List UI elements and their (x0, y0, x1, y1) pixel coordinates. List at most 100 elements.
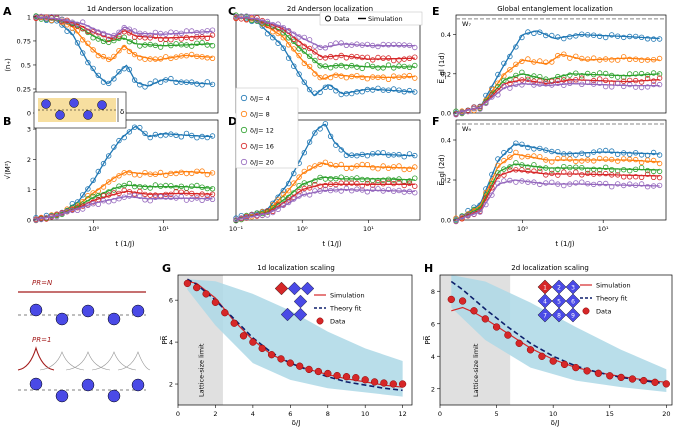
data-point-0 (199, 133, 205, 140)
data-point-0 (322, 84, 329, 90)
data-point-0 (380, 87, 386, 93)
data-point-2 (168, 42, 174, 49)
y-tick-label: 2 (169, 381, 173, 389)
data-point-0 (322, 121, 329, 127)
data-point-2 (142, 42, 148, 48)
y-tick-label: 0.2 (441, 70, 451, 78)
data-point-1 (621, 54, 627, 60)
pr-1-peak (17, 346, 55, 371)
data-point-4 (157, 30, 164, 37)
data-point-0 (585, 151, 591, 158)
data-point-3 (396, 179, 402, 186)
data-point-1 (285, 187, 292, 194)
data-point-0 (501, 149, 507, 156)
data-point-1 (333, 72, 339, 78)
data-point-4 (131, 28, 138, 34)
data-point-4 (507, 85, 513, 91)
x-tick-label: 10⁰ (297, 225, 308, 233)
lattice-site-number: 7 (543, 312, 547, 319)
data-point-3 (354, 180, 360, 187)
data-point-2 (627, 167, 633, 174)
data-point-4 (364, 41, 371, 48)
y-tick-label: 0.5 (21, 61, 31, 69)
data-point-1 (561, 155, 567, 162)
chart-c (233, 12, 421, 114)
data-point-0 (105, 80, 112, 87)
data-point-1 (157, 56, 164, 62)
data-point-4 (178, 30, 184, 36)
data-point-2 (573, 70, 579, 76)
data-point-1 (173, 54, 179, 60)
data-point-4 (406, 188, 413, 195)
data-point-3 (183, 34, 190, 41)
chart-e: 0.0 0.2 0.4 W₇ (441, 14, 667, 118)
data-point (342, 373, 351, 381)
lattice-site (551, 307, 567, 323)
data-point-2 (327, 64, 334, 71)
data-point-4 (471, 211, 477, 217)
data-point-4 (638, 84, 645, 91)
data-point-2 (561, 163, 567, 170)
data-point-4 (74, 21, 81, 27)
data-point-4 (238, 13, 244, 20)
data-point-0 (579, 150, 585, 156)
data-point-0 (111, 76, 117, 82)
data-point-3 (638, 79, 645, 85)
panel-label-g: G (162, 262, 171, 275)
data-point-2 (199, 184, 205, 190)
data-point-0 (111, 144, 117, 150)
panel-h-xlabel: δ/J (551, 419, 560, 427)
data-point-4 (95, 201, 101, 207)
data-point-3 (380, 55, 386, 61)
data-point-3 (338, 180, 344, 186)
data-point-2 (85, 196, 91, 202)
data-point-0 (380, 149, 386, 156)
data-point-3 (343, 180, 350, 186)
data-point-2 (638, 164, 645, 171)
data-point-2 (375, 65, 381, 71)
data-point (296, 362, 304, 370)
data-point-4 (259, 19, 265, 25)
data-point-2 (375, 177, 381, 184)
panel-f-xlabel: t (1/J) (555, 240, 575, 248)
y-tick-label: 0 (27, 110, 31, 118)
data-point-3 (519, 167, 525, 173)
data-point-4 (621, 182, 627, 189)
data-point-2 (370, 63, 376, 70)
data-point-2 (349, 62, 355, 69)
data-point (305, 365, 313, 374)
data-point-4 (327, 42, 334, 48)
data-point-4 (391, 188, 397, 194)
data-point-0 (513, 140, 519, 146)
data-point (470, 307, 478, 315)
data-point-1 (322, 74, 329, 80)
series-legend-label-1: δ/J= 8 (250, 111, 270, 119)
data-point-4 (285, 199, 292, 206)
data-point-4 (163, 31, 169, 37)
data-point-0 (495, 156, 501, 162)
schematic-ion (131, 378, 145, 392)
data-point-1 (627, 56, 633, 62)
data-point-1 (137, 55, 143, 61)
data-point-2 (364, 177, 371, 183)
data-point-0 (519, 141, 525, 147)
data-point-2 (296, 182, 302, 189)
data-point-0 (152, 131, 159, 138)
data-point-1 (275, 197, 281, 203)
data-point-3 (349, 180, 355, 186)
x-tick-label: 0 (176, 410, 180, 418)
data-point-4 (275, 21, 281, 27)
data-point-3 (163, 36, 169, 42)
data-point-4 (254, 212, 260, 218)
data-point-2 (359, 176, 365, 183)
data-point-4 (64, 18, 70, 25)
data-point-4 (163, 194, 169, 200)
data-point-2 (168, 183, 174, 189)
data-point-3 (489, 185, 495, 191)
data-point-1 (543, 157, 549, 163)
data-point-1 (621, 156, 627, 162)
data-point-0 (312, 90, 318, 96)
data-point-4 (359, 42, 365, 48)
data-point-3 (396, 57, 402, 63)
data-point-1 (322, 159, 329, 165)
